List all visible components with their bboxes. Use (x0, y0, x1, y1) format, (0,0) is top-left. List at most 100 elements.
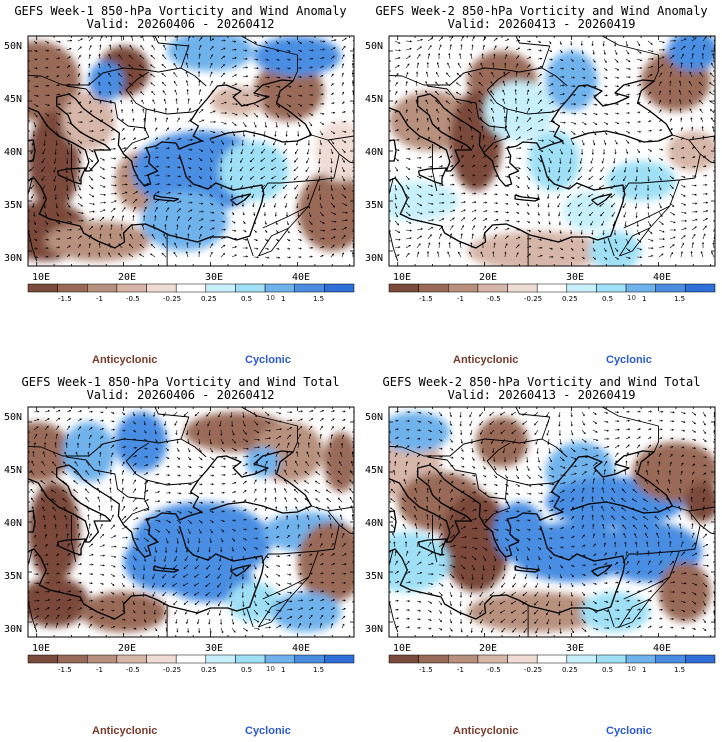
wind-arrow (610, 193, 616, 198)
wind-arrowhead (605, 94, 608, 97)
wind-arrowhead (205, 576, 208, 579)
wind-arrowhead (57, 614, 60, 617)
wind-arrow (691, 219, 698, 222)
wind-arrowhead (249, 168, 252, 171)
wind-arrowhead (132, 117, 135, 121)
wind-arrowhead (328, 514, 331, 517)
wind-arrowhead (310, 572, 313, 575)
wind-arrowhead (220, 178, 223, 181)
wind-arrow (173, 72, 178, 78)
wind-arrowhead (212, 219, 215, 222)
wind-arrowhead (311, 590, 314, 593)
country-border (261, 505, 340, 564)
wind-arrow (592, 103, 597, 106)
wind-arrowhead (91, 140, 94, 143)
wind-arrow (33, 40, 38, 44)
axis-ticks (389, 36, 715, 266)
wind-arrow (647, 74, 653, 78)
wind-arrowhead (189, 216, 192, 220)
wind-arrowhead (42, 197, 45, 200)
wind-arrow (253, 454, 259, 458)
wind-arrowhead (244, 41, 247, 43)
wind-arrowhead (331, 83, 334, 86)
wind-arrowhead (234, 246, 238, 249)
wind-arrow (242, 429, 247, 435)
wind-arrowhead (47, 581, 50, 584)
lat-label-40n: 40N (4, 518, 23, 529)
wind-arrow (297, 615, 303, 620)
wind-arrowhead (562, 142, 565, 145)
wind-arrow (154, 491, 160, 494)
wind-arrow (284, 479, 288, 485)
wind-arrowhead (311, 581, 314, 584)
wind-arrowhead (245, 246, 248, 250)
wind-arrow (603, 139, 607, 145)
wind-arrowhead (419, 186, 422, 189)
wind-arrow (559, 93, 565, 96)
wind-arrow (186, 242, 189, 249)
wind-arrowhead (689, 108, 692, 111)
wind-arrowhead (307, 442, 310, 445)
wind-arrow (184, 555, 189, 561)
wind-arrowhead (671, 177, 674, 180)
wind-arrow (88, 202, 95, 205)
wind-arrowhead (201, 109, 204, 112)
wind-arrowhead (480, 62, 483, 65)
wind-arrowhead (345, 211, 348, 214)
wind-arrow (165, 224, 167, 231)
wind-arrowhead (669, 108, 672, 111)
wind-arrowhead (90, 410, 93, 413)
wind-arrowhead (166, 117, 168, 120)
wind-arrowhead (64, 451, 67, 454)
wind-arrow (275, 112, 279, 118)
wind-arrowhead (616, 112, 620, 115)
wind-arrow (198, 148, 203, 152)
country-border (427, 85, 511, 153)
wind-arrowhead (111, 118, 114, 121)
wind-arrow (515, 147, 522, 150)
wind-arrowhead (419, 195, 422, 198)
wind-arrowhead (557, 179, 560, 182)
wind-arrowhead (244, 230, 247, 233)
wind-arrowhead (134, 488, 137, 491)
wind-arrowhead (75, 451, 78, 454)
wind-arrowhead (66, 533, 69, 536)
wind-arrowhead (659, 178, 662, 181)
wind-arrowhead (429, 156, 433, 159)
wind-arrowhead (239, 169, 242, 172)
wind-arrowhead (157, 530, 160, 533)
wind-arrowhead (527, 204, 530, 207)
wind-arrow (548, 157, 552, 164)
wind-arrowhead (212, 474, 215, 477)
wind-arrowhead (120, 108, 124, 112)
wind-arrow (340, 452, 343, 458)
wind-arrowhead (246, 75, 249, 78)
wind-arrowhead (318, 161, 321, 164)
wind-arrowhead (133, 422, 136, 425)
wind-arrowhead (90, 178, 93, 181)
wind-arrow (55, 582, 60, 584)
wind-arrowhead (30, 497, 33, 500)
wind-arrowhead (448, 52, 451, 56)
wind-arrowhead (355, 226, 356, 228)
wind-arrowhead (167, 465, 170, 468)
wind-arrowhead (330, 434, 333, 437)
wind-arrowhead (246, 447, 249, 450)
wind-arrowhead (118, 54, 121, 57)
wind-arrowhead (223, 47, 226, 50)
colorbar-label: 1.5 (313, 295, 325, 303)
wind-arrow (614, 67, 619, 71)
wind-arrow (55, 533, 58, 539)
wind-arrowhead (639, 83, 642, 86)
wind-arrow (97, 496, 101, 503)
wind-arrowhead (419, 204, 423, 207)
wind-arrow (658, 245, 665, 249)
wind-arrowhead (548, 222, 551, 225)
wind-arrowhead (349, 479, 352, 482)
wind-arrow (688, 81, 693, 87)
country-border (699, 153, 715, 164)
wind-arrow (471, 225, 475, 231)
wind-arrowhead (277, 545, 280, 548)
wind-arrowhead (198, 250, 201, 254)
wind-arrowhead (256, 247, 259, 250)
